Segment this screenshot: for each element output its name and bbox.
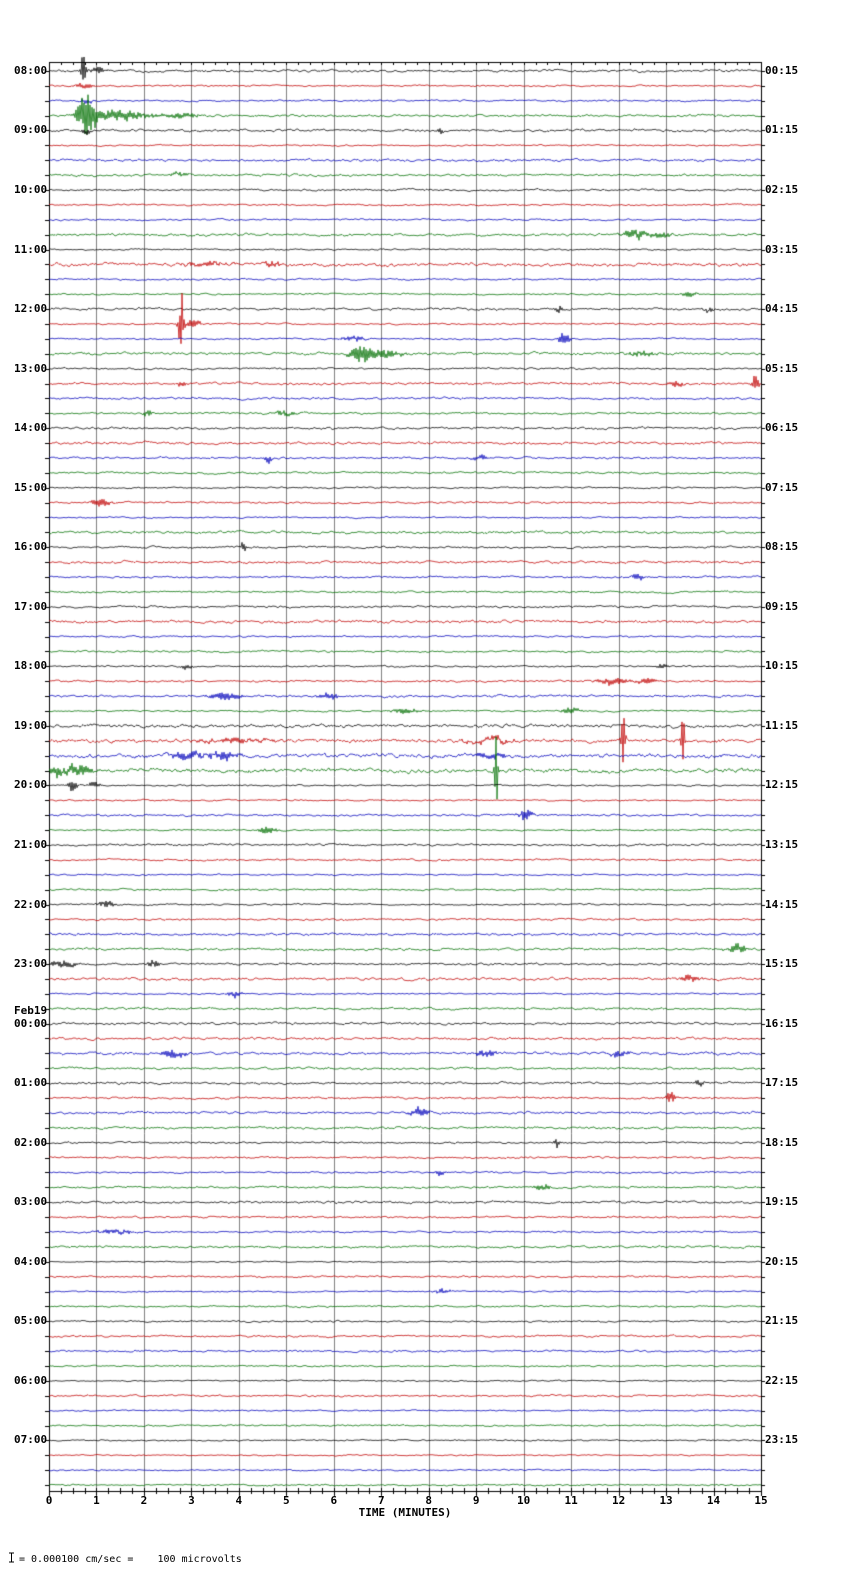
x-axis-title: TIME (MINUTES): [358, 1506, 452, 1519]
footer-scale-text: = 0.000100 cm/sec = 100 microvolts: [19, 1554, 242, 1565]
footer-scale-bar-icon: [8, 1548, 15, 1567]
footer-scale-note: = 0.000100 cm/sec = 100 microvolts: [8, 1547, 242, 1567]
